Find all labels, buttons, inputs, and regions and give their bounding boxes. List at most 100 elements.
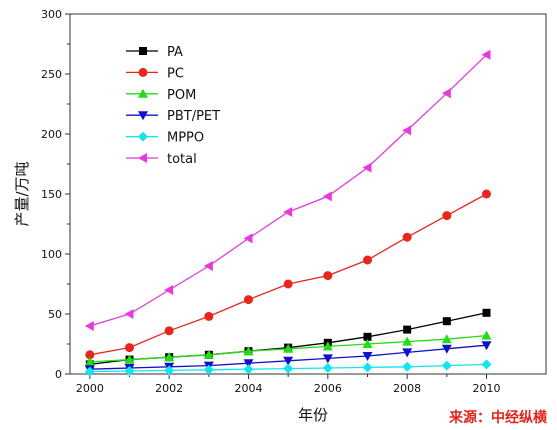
data-point bbox=[283, 363, 294, 374]
data-point bbox=[441, 88, 451, 99]
legend-marker bbox=[139, 47, 147, 55]
series-total bbox=[84, 49, 491, 331]
data-point bbox=[243, 346, 254, 356]
legend-label: MPPO bbox=[167, 131, 204, 146]
x-tick-label: 2002 bbox=[155, 382, 183, 395]
data-point bbox=[403, 325, 412, 334]
legend-marker bbox=[138, 88, 148, 98]
data-point bbox=[482, 189, 491, 199]
legend-item: POM bbox=[126, 88, 196, 103]
data-point bbox=[402, 232, 412, 242]
y-axis-title: 产量/万吨 bbox=[13, 161, 31, 226]
plot-frame bbox=[69, 13, 547, 375]
legend-marker bbox=[138, 131, 148, 142]
data-point bbox=[243, 233, 253, 244]
data-point bbox=[124, 309, 134, 319]
legend-item: MPPO bbox=[126, 131, 204, 146]
legend: PA PC POM PBT/PET MPPO total bbox=[126, 45, 220, 167]
y-tick-label: 50 bbox=[48, 308, 62, 321]
data-point bbox=[442, 211, 452, 221]
legend-marker bbox=[138, 153, 147, 163]
data-point bbox=[441, 344, 452, 354]
y-tick-label: 100 bbox=[41, 248, 62, 261]
y-tick-label: 0 bbox=[55, 368, 62, 381]
series-mppo bbox=[84, 359, 492, 377]
legend-item: total bbox=[126, 152, 197, 167]
source-note: 来源：中经纵横 bbox=[448, 409, 548, 426]
series-pbt-pet bbox=[84, 341, 492, 375]
data-point bbox=[322, 191, 332, 202]
data-point bbox=[84, 321, 94, 331]
data-point bbox=[124, 354, 135, 364]
data-point bbox=[402, 125, 412, 136]
data-point bbox=[481, 330, 492, 340]
data-point bbox=[322, 341, 333, 351]
legend-label: PA bbox=[167, 45, 183, 60]
data-point bbox=[124, 366, 135, 376]
data-point bbox=[283, 356, 294, 366]
legend-label: POM bbox=[167, 88, 196, 103]
y-tick-label: 300 bbox=[41, 8, 62, 21]
data-point bbox=[283, 343, 294, 353]
legend-label: total bbox=[167, 152, 197, 167]
y-tick-label: 200 bbox=[41, 128, 62, 141]
legend-label: PC bbox=[167, 66, 184, 81]
data-point bbox=[322, 354, 333, 364]
data-point bbox=[362, 352, 373, 361]
data-point bbox=[362, 339, 373, 348]
x-tick-label: 2000 bbox=[76, 382, 104, 395]
data-point bbox=[441, 334, 452, 344]
data-point bbox=[85, 350, 95, 360]
data-point bbox=[402, 336, 413, 346]
data-point bbox=[125, 343, 134, 353]
data-point bbox=[164, 352, 175, 362]
legend-marker bbox=[138, 111, 148, 121]
data-point bbox=[441, 360, 452, 371]
data-point bbox=[363, 255, 372, 265]
data-point bbox=[481, 341, 492, 351]
x-tick-label: 2006 bbox=[314, 382, 342, 395]
data-point bbox=[164, 326, 174, 336]
series-layer bbox=[84, 49, 492, 377]
data-point bbox=[481, 49, 491, 60]
series-pom bbox=[84, 330, 492, 366]
data-point bbox=[362, 362, 373, 373]
data-point bbox=[402, 361, 413, 372]
x-tick-label: 2008 bbox=[393, 382, 421, 395]
series-line bbox=[89, 193, 487, 356]
data-point bbox=[442, 317, 451, 326]
data-point bbox=[283, 207, 293, 217]
legend-label: PBT/PET bbox=[167, 109, 220, 124]
data-point bbox=[363, 332, 372, 341]
y-tick-label: 150 bbox=[41, 188, 62, 201]
y-axis: 0 50 100 150 200 250 300 bbox=[41, 8, 70, 381]
data-point bbox=[243, 359, 254, 369]
data-point bbox=[322, 363, 333, 373]
data-point bbox=[203, 261, 213, 271]
legend-item: PBT/PET bbox=[126, 109, 220, 124]
y-tick-label: 250 bbox=[41, 68, 62, 81]
data-point bbox=[84, 366, 95, 377]
legend-item: PC bbox=[126, 66, 184, 81]
data-point bbox=[203, 364, 214, 375]
x-tick-label: 2004 bbox=[235, 382, 263, 395]
x-axis-title: 年份 bbox=[298, 406, 328, 424]
data-point bbox=[204, 311, 214, 321]
data-point bbox=[362, 162, 372, 173]
data-point bbox=[203, 349, 214, 359]
x-tick-label: 2010 bbox=[473, 382, 501, 395]
data-point bbox=[481, 359, 492, 370]
data-point bbox=[243, 364, 254, 375]
data-point bbox=[402, 348, 413, 358]
data-point bbox=[164, 285, 174, 295]
legend-marker bbox=[138, 67, 148, 77]
legend-item: PA bbox=[126, 45, 183, 60]
data-point bbox=[323, 271, 333, 281]
data-point bbox=[84, 357, 95, 366]
data-point bbox=[164, 365, 175, 376]
data-point bbox=[244, 295, 253, 305]
data-point bbox=[482, 308, 491, 317]
data-point bbox=[283, 279, 293, 289]
series-pc bbox=[85, 189, 491, 360]
